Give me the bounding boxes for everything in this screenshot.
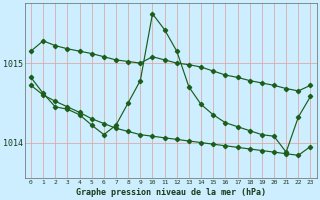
X-axis label: Graphe pression niveau de la mer (hPa): Graphe pression niveau de la mer (hPa) xyxy=(76,188,266,197)
